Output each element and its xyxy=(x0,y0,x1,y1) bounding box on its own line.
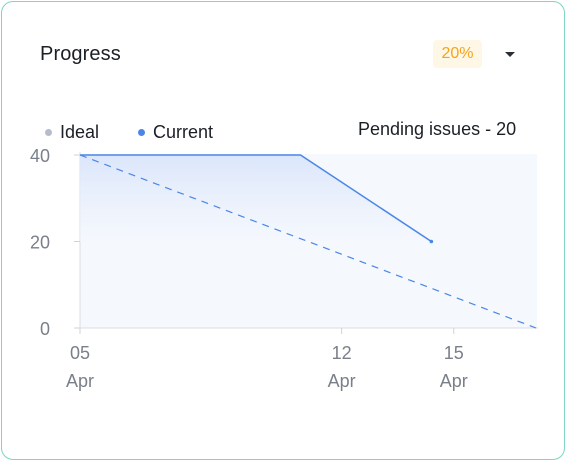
ideal-dot-icon xyxy=(45,128,52,136)
card-title: Progress xyxy=(40,43,121,65)
legend-label-current: Current xyxy=(153,121,214,142)
x-tick-day-label: 15 xyxy=(444,343,464,363)
burndown-chart: 40 20 0 05 Apr 12 Apr 15 Apr xyxy=(30,146,538,391)
x-tick-day-label: 12 xyxy=(332,343,352,363)
current-end-point xyxy=(429,239,434,244)
x-tick-month-label: Apr xyxy=(66,371,94,391)
legend-item-current[interactable]: Current xyxy=(138,121,213,143)
progress-card: Progress 20% Ideal Current Pending issue… xyxy=(1,1,565,460)
current-line xyxy=(80,154,432,243)
ideal-line xyxy=(79,154,537,329)
x-tick-month-label: Apr xyxy=(440,371,468,391)
x-tick-month-label: Apr xyxy=(328,371,356,391)
caret-down-icon[interactable] xyxy=(500,46,520,64)
y-tick-label: 40 xyxy=(30,146,50,166)
y-tick-label: 0 xyxy=(40,319,50,339)
progress-percent-badge[interactable]: 20% xyxy=(433,40,482,68)
legend-label-ideal: Ideal xyxy=(60,121,100,142)
x-tick-day-label: 05 xyxy=(70,343,90,363)
pending-issues-text: Pending issues - 20 xyxy=(358,119,517,139)
legend-item-ideal[interactable]: Ideal xyxy=(45,121,99,143)
current-dot-icon xyxy=(138,128,145,136)
y-tick-label: 20 xyxy=(30,233,50,253)
current-area xyxy=(80,155,432,242)
